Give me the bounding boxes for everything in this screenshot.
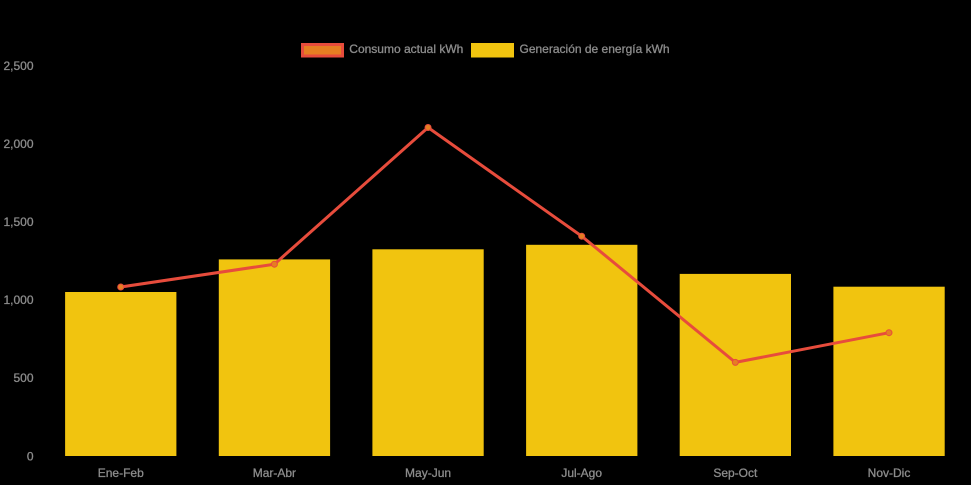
- svg-text:Sep-Oct: Sep-Oct: [713, 466, 758, 480]
- svg-text:0: 0: [27, 449, 34, 463]
- svg-text:Mar-Abr: Mar-Abr: [253, 466, 296, 480]
- svg-text:Jul-Ago: Jul-Ago: [561, 466, 602, 480]
- svg-text:2,500: 2,500: [3, 59, 33, 73]
- svg-text:May-Jun: May-Jun: [405, 466, 451, 480]
- svg-text:1,500: 1,500: [3, 215, 33, 229]
- svg-text:1,000: 1,000: [3, 293, 33, 307]
- svg-text:Consumo actual kWh: Consumo actual kWh: [349, 42, 463, 56]
- svg-text:500: 500: [13, 371, 33, 385]
- svg-text:2,000: 2,000: [3, 137, 33, 151]
- svg-text:Ene-Feb: Ene-Feb: [98, 466, 144, 480]
- svg-text:Generación de energía kWh: Generación de energía kWh: [520, 42, 670, 56]
- svg-text:Nov-Dic: Nov-Dic: [868, 466, 911, 480]
